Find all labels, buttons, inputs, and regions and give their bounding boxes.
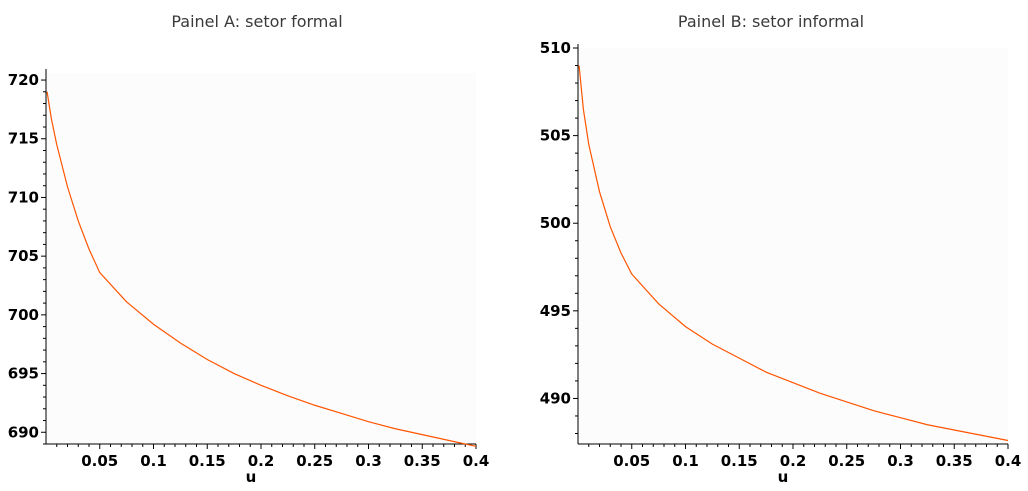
y-tick-label: 505: [540, 127, 571, 145]
y-tick-label: 715: [8, 130, 39, 148]
chart-panel-a: Painel A: setor formal 0.05 0.1 0.15 0.2 0.2…: [8, 12, 490, 486]
x-tick-label: 0.3: [355, 452, 382, 470]
x-tick-label: 0.25: [828, 452, 865, 470]
y-tick-label: 495: [540, 302, 571, 320]
x-tick-label: 0.05: [81, 452, 118, 470]
plot-area: [46, 73, 476, 444]
x-tick-label: 0.35: [404, 452, 441, 470]
plot-area: [578, 48, 1008, 444]
chart-svg-panel-b: 0.05 0.1 0.15 0.2 0.25 0.3 0.35 0.4 u 490 495 500 50…: [540, 39, 1022, 486]
chart-title: Painel B: setor informal: [677, 12, 865, 31]
x-tick-label: 0.3: [887, 452, 914, 470]
y-tick-label: 705: [8, 247, 39, 265]
y-tick-label: 695: [8, 365, 39, 383]
y-tick-label: 720: [8, 71, 39, 89]
y-tick-label: 710: [8, 188, 39, 206]
x-tick-label: 0.05: [613, 452, 650, 470]
chart-svg-panel-a: 0.05 0.1 0.15 0.2 0.25 0.3 0.35 0.4 u 690 695 700 70…: [8, 69, 490, 486]
x-tick-label: 0.1: [672, 452, 699, 470]
y-tick-label: 500: [540, 214, 571, 232]
series-line: [578, 65, 1009, 442]
chart-panel-b: Painel B: setor informal 0.05 0.1 0.15 0.2 0…: [514, 0, 1028, 491]
x-tick-label: 0.35: [936, 452, 973, 470]
chart-title: Painel A: setor formal: [171, 12, 343, 31]
y-tick-label: 510: [540, 39, 571, 57]
x-axis-label: u: [778, 468, 789, 486]
y-tick-label: 690: [8, 423, 39, 441]
x-tick-label: 0.2: [248, 452, 275, 470]
x-tick-label: 0.4: [995, 452, 1022, 470]
series-line: [46, 91, 477, 447]
x-tick-label: 0.1: [140, 452, 167, 470]
y-tick-label: 490: [540, 389, 571, 407]
x-tick-label: 0.4: [463, 452, 490, 470]
y-tick-label: 700: [8, 306, 39, 324]
x-tick-label: 0.15: [721, 452, 758, 470]
x-tick-label: 0.15: [189, 452, 226, 470]
x-tick-label: 0.25: [296, 452, 333, 470]
x-tick-label: 0.2: [780, 452, 807, 470]
x-axis-label: u: [246, 468, 257, 486]
